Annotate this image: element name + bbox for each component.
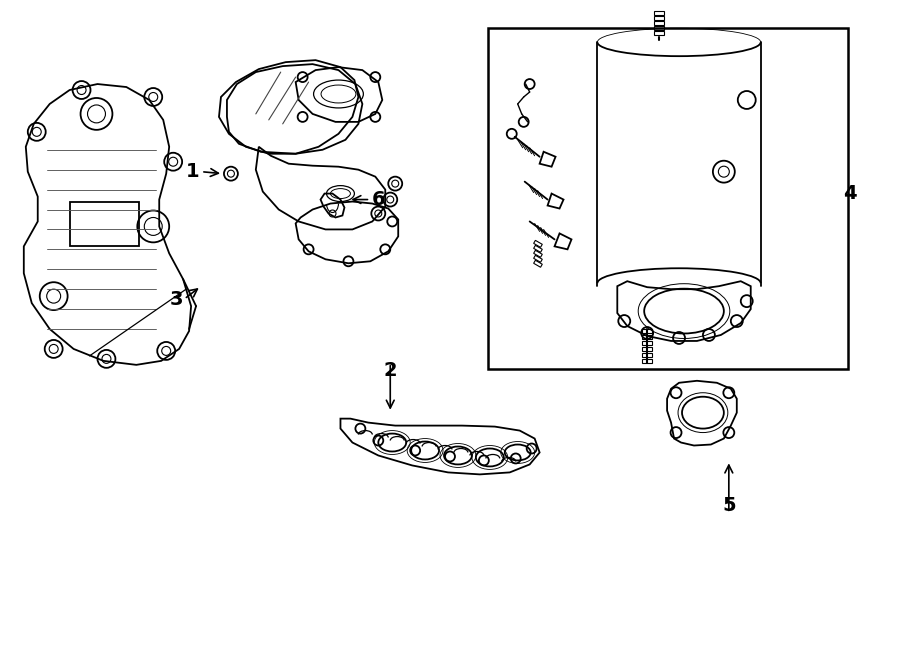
Bar (643, 335, 652, 339)
Bar (654, 11, 664, 15)
Bar (643, 329, 652, 333)
Text: 2: 2 (383, 362, 397, 380)
Bar (643, 347, 652, 351)
Text: 5: 5 (722, 496, 735, 515)
Bar (654, 17, 664, 20)
Bar (654, 21, 664, 25)
Bar (534, 251, 543, 257)
Bar (534, 260, 543, 267)
Bar (534, 241, 543, 247)
Text: 3: 3 (169, 290, 183, 309)
Bar (654, 31, 664, 35)
Bar (643, 341, 652, 345)
Bar (654, 26, 664, 30)
Bar (534, 255, 543, 262)
Text: 6: 6 (372, 190, 385, 209)
Bar (534, 245, 543, 253)
Bar (643, 359, 652, 363)
Bar (69, 202, 140, 247)
Bar (643, 353, 652, 357)
Text: 1: 1 (186, 162, 200, 181)
Text: 4: 4 (843, 184, 857, 203)
Bar (488, 28, 849, 369)
